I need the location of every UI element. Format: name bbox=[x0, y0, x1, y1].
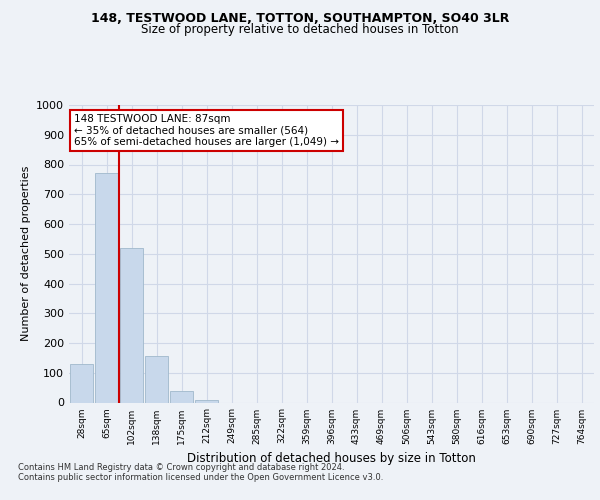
Text: 148 TESTWOOD LANE: 87sqm
← 35% of detached houses are smaller (564)
65% of semi-: 148 TESTWOOD LANE: 87sqm ← 35% of detach… bbox=[74, 114, 339, 147]
Bar bbox=[195, 400, 218, 402]
Text: Contains HM Land Registry data © Crown copyright and database right 2024.: Contains HM Land Registry data © Crown c… bbox=[18, 462, 344, 471]
Text: Size of property relative to detached houses in Totton: Size of property relative to detached ho… bbox=[141, 24, 459, 36]
Bar bbox=[70, 364, 93, 403]
Text: 148, TESTWOOD LANE, TOTTON, SOUTHAMPTON, SO40 3LR: 148, TESTWOOD LANE, TOTTON, SOUTHAMPTON,… bbox=[91, 12, 509, 26]
Bar bbox=[145, 356, 168, 403]
Y-axis label: Number of detached properties: Number of detached properties bbox=[20, 166, 31, 342]
X-axis label: Distribution of detached houses by size in Totton: Distribution of detached houses by size … bbox=[187, 452, 476, 465]
Bar bbox=[95, 174, 118, 402]
Bar bbox=[170, 391, 193, 402]
Text: Contains public sector information licensed under the Open Government Licence v3: Contains public sector information licen… bbox=[18, 472, 383, 482]
Bar bbox=[120, 248, 143, 402]
